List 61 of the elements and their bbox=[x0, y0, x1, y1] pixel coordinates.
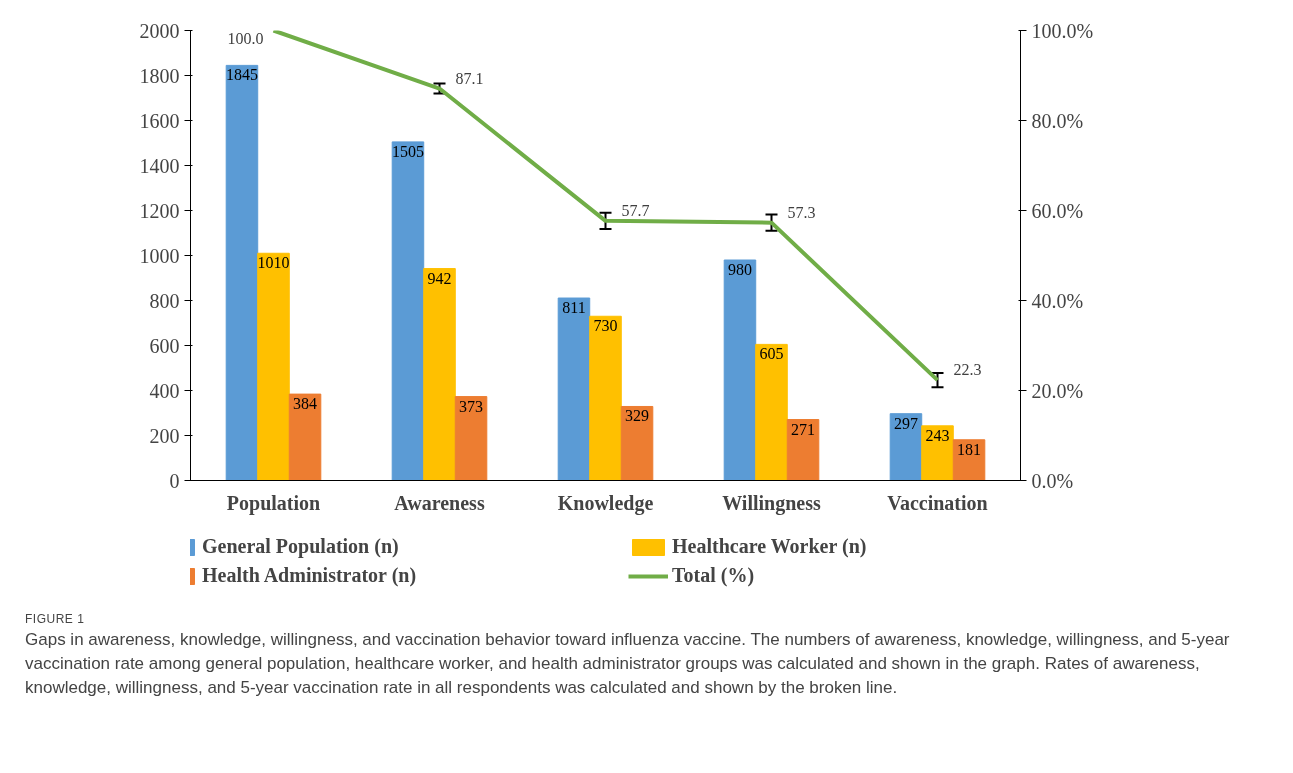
data-label: 384 bbox=[293, 395, 318, 413]
x-tick-label: Awareness bbox=[394, 491, 485, 514]
y-tick-label: 2000 bbox=[139, 19, 180, 42]
legend-label: Total (%) bbox=[672, 564, 756, 587]
bar bbox=[755, 343, 788, 481]
x-tick-label: Willingness bbox=[722, 491, 821, 515]
data-label: 811 bbox=[562, 299, 586, 317]
data-label: 271 bbox=[791, 420, 816, 438]
bar bbox=[391, 141, 425, 481]
bar bbox=[454, 396, 488, 481]
legend-label: General Population (n) bbox=[202, 535, 400, 558]
y-tick-label: 200 bbox=[149, 424, 180, 447]
x-tick-label: Population bbox=[226, 491, 321, 515]
y-tick-label: 1000 bbox=[139, 244, 180, 267]
x-tick-label: Knowledge bbox=[557, 491, 654, 515]
data-label: 87.1 bbox=[455, 69, 484, 87]
y2-tick-label: 100.0% bbox=[1031, 19, 1094, 42]
data-label: 942 bbox=[427, 269, 452, 287]
y2-tick-label: 40.0% bbox=[1031, 289, 1084, 312]
bar bbox=[257, 252, 290, 481]
bar bbox=[589, 315, 622, 481]
data-label: 730 bbox=[593, 317, 618, 335]
data-label: 373 bbox=[459, 397, 484, 415]
y2-tick-label: 20.0% bbox=[1031, 379, 1084, 402]
y-tick-label: 800 bbox=[149, 289, 180, 312]
data-label: 1845 bbox=[225, 66, 258, 84]
y-tick-label: 1800 bbox=[139, 64, 180, 87]
data-label: 243 bbox=[925, 426, 950, 444]
y-tick-label: 1200 bbox=[139, 199, 180, 222]
bar bbox=[723, 259, 757, 481]
y-tick-label: 600 bbox=[149, 334, 180, 357]
bar bbox=[786, 419, 820, 481]
x-tick-label: Vaccination bbox=[887, 491, 988, 514]
bar bbox=[557, 297, 591, 481]
y2-tick-label: 0.0% bbox=[1031, 469, 1074, 492]
y2-tick-label: 80.0% bbox=[1031, 109, 1084, 132]
data-label: 329 bbox=[625, 407, 650, 425]
caption: FIGURE 1 bbox=[25, 611, 86, 628]
data-label: 980 bbox=[727, 261, 752, 278]
data-label: 181 bbox=[957, 440, 982, 458]
text: Gaps in awareness, knowledge, willingness, and vaccination behavior toward influenza vaccine. The numbers of awareness, knowledge, willingness, and 5-year vaccination rate among general population, healthcare worker, and health administrator groups was calculated and shown in the graph. Rates of awareness, knowledge, willingness, and 5-year vaccination rate in all respondents was calculated and shown by the broken line. bbox=[25, 629, 1231, 699]
bar bbox=[921, 425, 954, 481]
data-label: 1505 bbox=[391, 142, 424, 160]
data-label: 605 bbox=[759, 345, 784, 363]
bar bbox=[423, 268, 456, 481]
bar bbox=[225, 64, 259, 481]
data-label: 297 bbox=[893, 414, 918, 432]
data-label: 100.0 bbox=[227, 29, 264, 47]
y-tick-label: 1400 bbox=[139, 154, 180, 177]
legend-label: Health Administrator (n) bbox=[202, 564, 418, 587]
bar bbox=[288, 393, 322, 481]
y-tick-label: 0 bbox=[169, 469, 180, 492]
data-label: 1010 bbox=[257, 254, 290, 272]
y-tick-label: 1600 bbox=[139, 109, 180, 132]
y-tick-label: 400 bbox=[149, 379, 180, 402]
legend-label: Healthcare Worker (n) bbox=[672, 535, 868, 558]
bar bbox=[620, 405, 654, 481]
data-label: 57.3 bbox=[787, 203, 816, 221]
data-label: 22.3 bbox=[953, 361, 982, 379]
data-label: 57.7 bbox=[621, 201, 650, 219]
y2-tick-label: 60.0% bbox=[1031, 199, 1084, 222]
